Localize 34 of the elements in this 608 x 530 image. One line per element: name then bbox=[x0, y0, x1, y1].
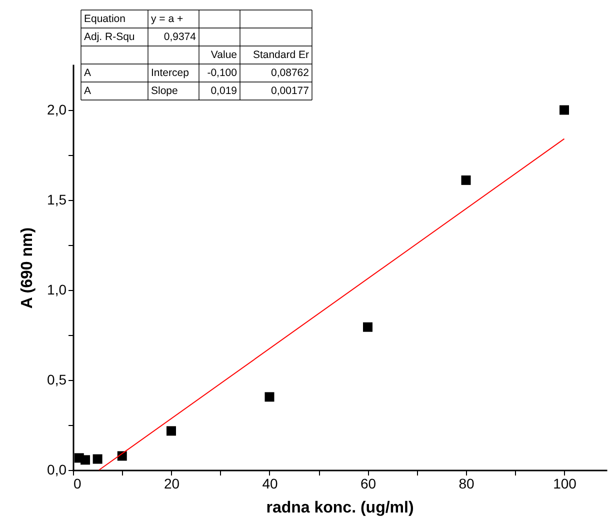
y-tick-label: 1,5 bbox=[47, 192, 67, 208]
annotation: Intercep bbox=[151, 67, 190, 79]
y-tick-label: 0,5 bbox=[47, 372, 67, 388]
y-tick-label: 0,0 bbox=[47, 462, 67, 478]
point bbox=[363, 322, 372, 332]
x-tick-label: 60 bbox=[360, 476, 376, 492]
annotation: 0,08762 bbox=[271, 67, 310, 79]
annotation: Slope bbox=[151, 85, 178, 97]
text: y = a + bbox=[151, 13, 184, 25]
point bbox=[461, 175, 471, 185]
annotation: -0,100 bbox=[207, 67, 238, 79]
x-tick-label: 80 bbox=[458, 476, 474, 492]
x-tick-label: 20 bbox=[164, 476, 180, 492]
text: 0,9374 bbox=[164, 31, 196, 43]
point bbox=[560, 105, 569, 115]
x-axis-title: radna konc. (ug/ml) bbox=[266, 500, 414, 516]
annotation: 0,00177 bbox=[271, 85, 310, 97]
y-axis-title: A (690 nm) bbox=[19, 227, 36, 309]
annotation: 0,019 bbox=[210, 85, 238, 97]
point bbox=[92, 454, 102, 464]
text: Value bbox=[210, 49, 238, 61]
y-tick-label: 2,0 bbox=[47, 102, 67, 118]
annotation: A bbox=[84, 85, 92, 97]
text: Equation bbox=[84, 13, 126, 25]
x-tick-label: 40 bbox=[262, 476, 278, 492]
text: Standard Er bbox=[252, 49, 310, 61]
y-tick-label: 1,0 bbox=[47, 282, 67, 298]
point bbox=[166, 426, 176, 436]
x-tick-label: 0 bbox=[74, 476, 82, 492]
point bbox=[264, 392, 274, 402]
annotation: A bbox=[84, 67, 92, 79]
x-tick-label: 100 bbox=[553, 476, 577, 492]
point bbox=[80, 455, 90, 465]
text: Adj. R-Squ bbox=[84, 31, 135, 43]
